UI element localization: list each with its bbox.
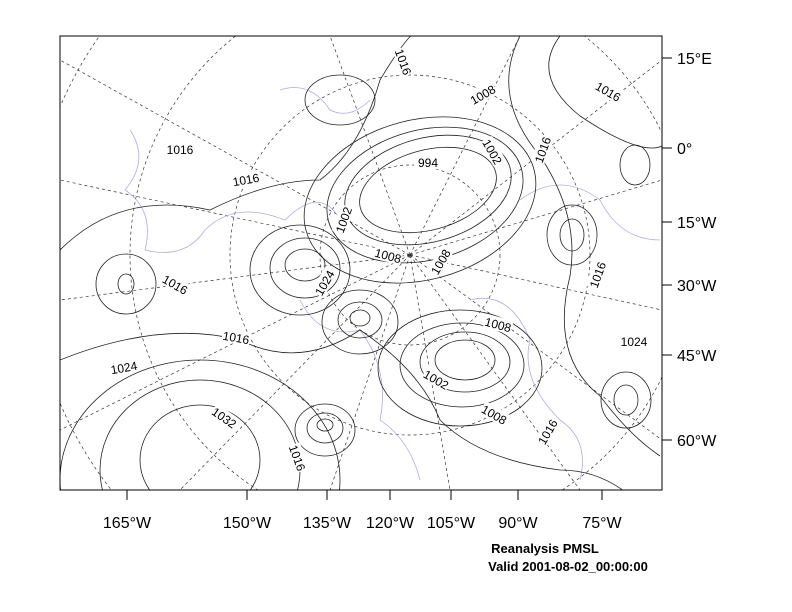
ticks: 165°W 150°W 135°W 120°W 105°W 90°W 75°W 15°E 0° 1…	[103, 51, 717, 532]
contour-label-bg	[221, 327, 252, 347]
contour-label-bg	[414, 155, 442, 169]
contour-label-bg	[420, 366, 453, 393]
contour-label: 1024	[110, 359, 139, 377]
contour-label: 1024	[621, 335, 648, 349]
contour-label-bg	[592, 78, 625, 105]
contour-label: 1016	[532, 135, 554, 165]
contour-label-bg	[286, 442, 310, 474]
contour-label-bg	[478, 401, 511, 428]
contour-label: 1008	[483, 315, 513, 336]
contour-label-bg	[479, 135, 506, 168]
contour-label: 1016	[167, 143, 194, 157]
contour-label: 1016	[222, 329, 251, 347]
contour-label-bg	[427, 245, 454, 278]
y-tick-label: 45°W	[677, 348, 717, 365]
map-body	[60, 36, 662, 490]
contour-label-bg	[392, 46, 416, 78]
caption-title: Reanalysis PMSL	[491, 541, 599, 556]
contour-label: 1016	[392, 47, 414, 77]
contour-label-bg	[108, 357, 139, 377]
contour-label: 1016	[587, 260, 609, 290]
y-tick-label: 30°W	[677, 278, 717, 295]
map-frame	[59, 35, 663, 491]
y-tick-label: 0°	[677, 141, 692, 158]
contour-label-bg	[530, 134, 554, 166]
contour-label-bg	[159, 271, 192, 298]
contour-label-bg	[585, 259, 609, 291]
contour-label: 1008	[373, 246, 403, 267]
x-tick-label: 135°W	[303, 515, 352, 532]
contour-label-bg	[331, 204, 355, 236]
contour-label: 1002	[333, 205, 355, 235]
contour-label-bg	[209, 403, 241, 431]
x-tick-label: 105°W	[427, 515, 476, 532]
coastlines	[124, 87, 661, 481]
contour-label: 1016	[232, 171, 261, 189]
contour-label-bg	[166, 142, 194, 156]
y-tick-label: 15°E	[677, 51, 712, 68]
contours	[60, 36, 662, 490]
x-tick-label: 120°W	[366, 515, 415, 532]
x-tick-label: 165°W	[103, 515, 152, 532]
contour-label-bg	[620, 334, 648, 348]
caption-subtitle: Valid 2001-08-02_00:00:00	[488, 559, 648, 574]
y-tick-label: 15°W	[677, 215, 717, 232]
contour-label-bg	[230, 169, 261, 189]
contour-label-bg	[466, 81, 499, 108]
x-tick-label: 150°W	[223, 515, 272, 532]
contour-label: 1032	[209, 405, 239, 432]
contour-label: 1016	[286, 443, 308, 473]
x-tick-label: 90°W	[498, 515, 538, 532]
y-tick-label: 60°W	[677, 433, 717, 450]
contour-label: 994	[418, 156, 438, 170]
contour-label-bg	[534, 415, 561, 448]
contour-label-bg	[311, 266, 338, 299]
x-tick-label: 75°W	[582, 515, 622, 532]
